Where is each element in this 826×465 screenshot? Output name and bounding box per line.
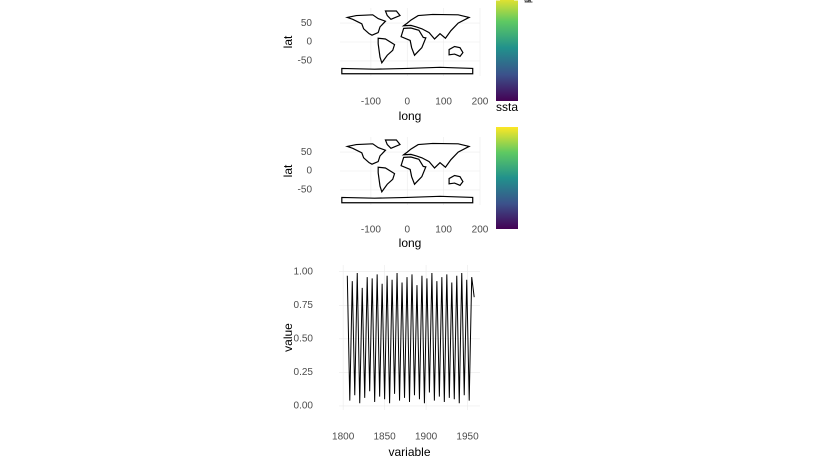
colorbar-tick-label: -1	[524, 0, 533, 6]
y-axis-title: value	[281, 323, 295, 352]
land-outline	[345, 14, 387, 36]
colorbar	[496, 0, 518, 101]
land-outline	[448, 174, 464, 187]
data-line	[346, 273, 475, 404]
colorbar-tick-label: -1	[524, 0, 533, 6]
land-outline	[377, 37, 396, 65]
y-tick-label: 0.75	[294, 300, 314, 311]
land-outline	[341, 66, 474, 75]
land-outline	[384, 10, 401, 21]
colorbar-tick-label: 0	[524, 0, 530, 6]
y-axis-title: lat	[281, 35, 295, 48]
colorbar-tick-label: -2	[524, 0, 533, 6]
land-outline	[400, 156, 427, 186]
x-tick-label: 200	[472, 225, 489, 236]
x-axis-title: long	[399, 109, 422, 123]
x-tick-label: 1950	[456, 432, 479, 443]
y-tick-label: 0.00	[294, 401, 314, 412]
land-outline	[448, 45, 464, 58]
colorbar-tick-label: -2	[524, 0, 533, 6]
x-tick-label: -100	[361, 97, 381, 108]
land-outline	[401, 13, 471, 40]
land-outline	[384, 139, 401, 150]
x-tick-label: 100	[435, 225, 452, 236]
colorbar-title: ssta	[496, 100, 518, 114]
x-axis-title: long	[399, 236, 422, 250]
y-tick-label: 0	[306, 166, 312, 177]
x-tick-label: 100	[435, 97, 452, 108]
colorbar-tick-label: 1	[524, 0, 530, 6]
x-tick-label: 0	[404, 97, 410, 108]
y-tick-label: 0.25	[294, 367, 314, 378]
x-tick-label: 1900	[415, 432, 438, 443]
x-tick-label: 1800	[332, 432, 355, 443]
y-tick-label: 50	[301, 18, 313, 29]
colorbar-tick-label: 1	[524, 0, 530, 6]
x-tick-label: 1850	[373, 432, 396, 443]
x-tick-label: -100	[361, 225, 381, 236]
x-tick-label: 0	[404, 225, 410, 236]
y-tick-label: -50	[298, 185, 313, 196]
x-axis-title: variable	[388, 445, 430, 459]
y-tick-label: -50	[298, 56, 313, 67]
colorbar-tick-label: 0	[524, 0, 530, 6]
y-tick-label: 1.00	[294, 266, 314, 277]
y-tick-label: 50	[301, 147, 313, 158]
land-outline	[345, 143, 387, 165]
land-outline	[400, 27, 427, 57]
colorbar	[496, 127, 518, 229]
land-outline	[401, 142, 471, 169]
x-tick-label: 200	[472, 97, 489, 108]
land-outline	[377, 166, 396, 194]
land-outline	[341, 195, 474, 204]
y-tick-label: 0	[306, 37, 312, 48]
y-tick-label: 0.50	[294, 333, 314, 344]
y-axis-title: lat	[281, 164, 295, 177]
